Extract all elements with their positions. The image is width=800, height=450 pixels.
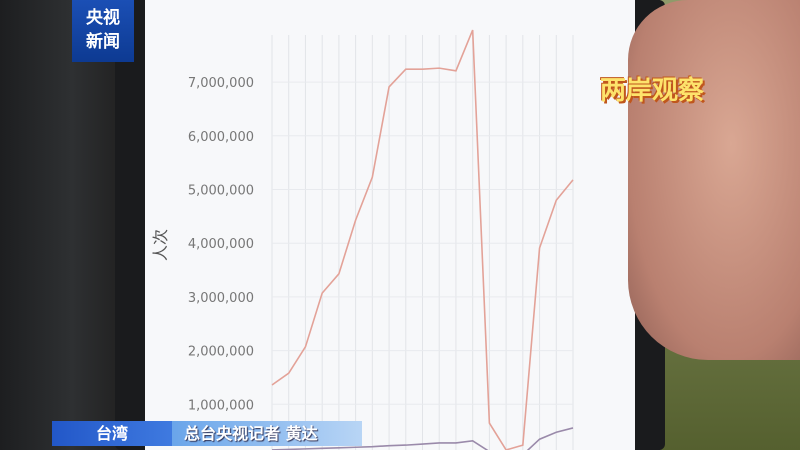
reporter-label: 总台央视记者 黄达 (172, 421, 362, 446)
y-tick-label: 7,000,000 (188, 76, 254, 91)
tablet-screen (145, 0, 635, 450)
y-axis-label: 人次 (151, 229, 170, 261)
y-tick-label: 1,000,000 (188, 398, 254, 413)
program-logo: 两岸观察 (600, 76, 705, 106)
y-tick-label: 5,000,000 (188, 184, 254, 199)
y-tick-label: 3,000,000 (188, 291, 254, 306)
hand (628, 0, 800, 360)
series-line-1 (271, 29, 574, 450)
lower-third: 台湾 总台央视记者 黄达 (52, 421, 362, 446)
y-tick-label: 2,000,000 (188, 345, 254, 360)
background-left (0, 0, 120, 450)
y-tick-label: 6,000,000 (188, 130, 254, 145)
cctv-news-logo: 央视 新闻 (72, 0, 134, 62)
y-tick-label: 4,000,000 (188, 237, 254, 252)
location-label: 台湾 (52, 421, 172, 446)
series-line-2 (271, 427, 574, 450)
